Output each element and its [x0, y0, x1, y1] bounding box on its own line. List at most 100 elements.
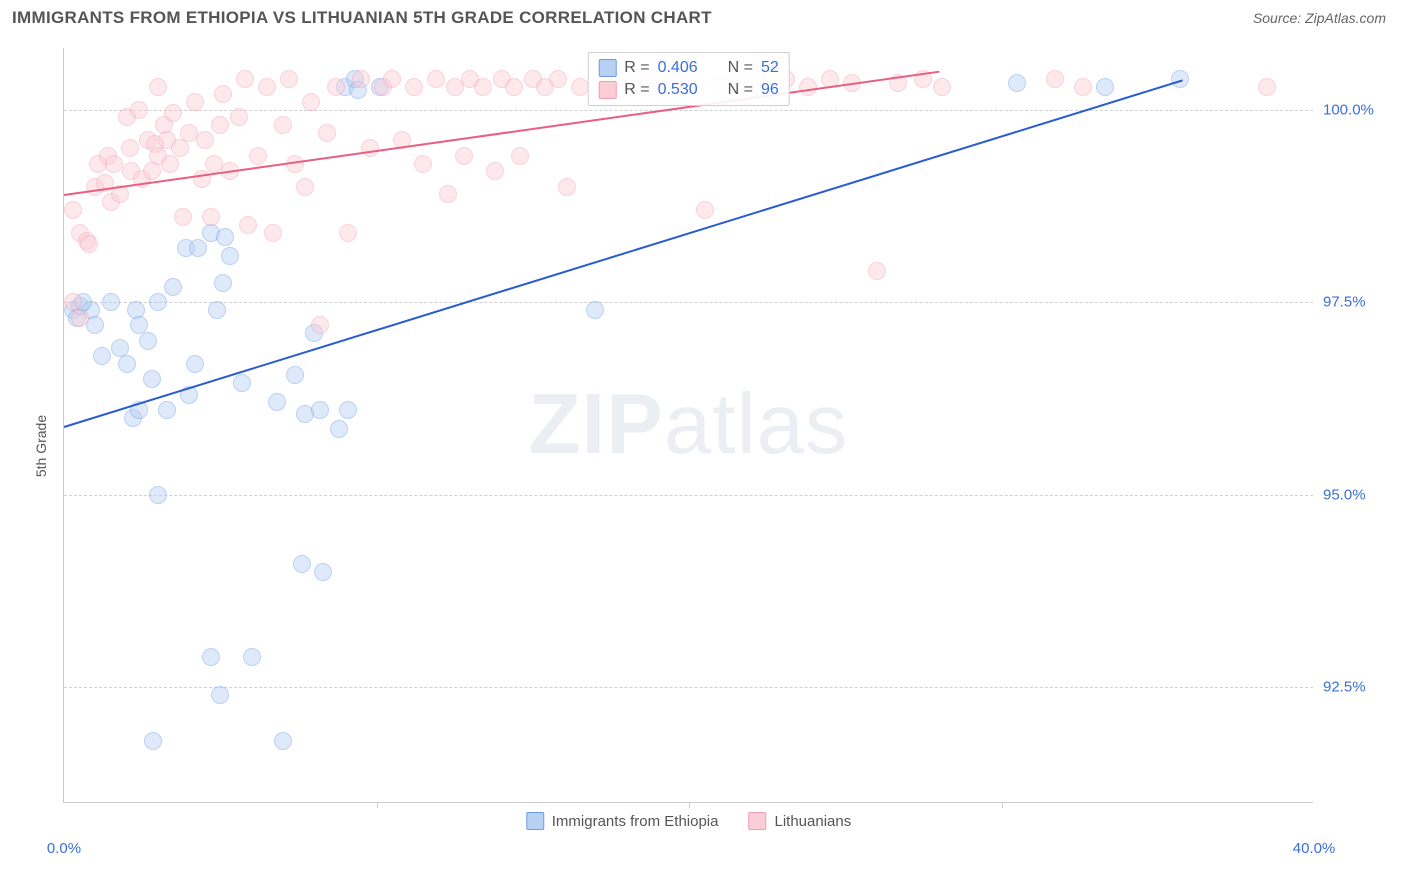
y-tick-label: 97.5%	[1323, 294, 1393, 311]
watermark: ZIPatlas	[529, 376, 849, 474]
scatter-point	[208, 301, 226, 319]
scatter-point	[505, 78, 523, 96]
scatter-point	[486, 162, 504, 180]
scatter-point	[174, 208, 192, 226]
scatter-point	[549, 70, 567, 88]
scatter-point	[280, 70, 298, 88]
y-tick-label: 100.0%	[1323, 101, 1393, 118]
scatter-point	[339, 224, 357, 242]
scatter-point	[221, 247, 239, 265]
scatter-point	[164, 278, 182, 296]
watermark-atlas: atlas	[664, 377, 849, 472]
legend-label: Lithuanians	[775, 813, 852, 830]
scatter-point	[311, 316, 329, 334]
scatter-point	[196, 131, 214, 149]
scatter-point	[130, 316, 148, 334]
chart-container: ZIPatlas 92.5%95.0%97.5%100.0%0.0%40.0%R…	[55, 40, 1395, 850]
scatter-point	[258, 78, 276, 96]
x-tick-label: 40.0%	[1293, 840, 1336, 857]
scatter-point	[216, 228, 234, 246]
scatter-point	[171, 139, 189, 157]
scatter-point	[1171, 70, 1189, 88]
scatter-point	[1074, 78, 1092, 96]
scatter-point	[186, 355, 204, 373]
scatter-point	[264, 224, 282, 242]
scatter-point	[102, 293, 120, 311]
legend-swatch	[598, 59, 616, 77]
y-tick-label: 95.0%	[1323, 486, 1393, 503]
scatter-point	[571, 78, 589, 96]
x-tick-mark	[689, 802, 690, 808]
scatter-point	[330, 420, 348, 438]
scatter-point	[274, 732, 292, 750]
scatter-point	[93, 347, 111, 365]
scatter-point	[71, 309, 89, 327]
scatter-point	[286, 366, 304, 384]
scatter-point	[202, 208, 220, 226]
scatter-point	[933, 78, 951, 96]
gridline-horizontal	[64, 110, 1313, 111]
scatter-point	[239, 216, 257, 234]
n-value: 96	[761, 81, 779, 99]
scatter-point	[293, 555, 311, 573]
gridline-horizontal	[64, 687, 1313, 688]
scatter-point	[139, 332, 157, 350]
scatter-point	[318, 124, 336, 142]
scatter-point	[1008, 74, 1026, 92]
scatter-point	[158, 401, 176, 419]
n-label: N =	[728, 59, 753, 77]
scatter-point	[1046, 70, 1064, 88]
scatter-point	[186, 93, 204, 111]
scatter-point	[339, 401, 357, 419]
scatter-point	[696, 201, 714, 219]
scatter-point	[511, 147, 529, 165]
x-tick-mark	[1002, 802, 1003, 808]
scatter-point	[311, 401, 329, 419]
r-value: 0.406	[658, 59, 698, 77]
legend-swatch	[749, 812, 767, 830]
x-tick-label: 0.0%	[47, 840, 81, 857]
scatter-point	[143, 370, 161, 388]
scatter-point	[427, 70, 445, 88]
r-label: R =	[624, 81, 649, 99]
scatter-point	[214, 274, 232, 292]
scatter-point	[455, 147, 473, 165]
scatter-point	[361, 139, 379, 157]
series-legend: Immigrants from Ethiopia Lithuanians	[526, 812, 851, 830]
y-axis-label: 5th Grade	[33, 415, 49, 477]
series-legend-item: Immigrants from Ethiopia	[526, 812, 719, 830]
scatter-point	[1096, 78, 1114, 96]
scatter-point	[799, 78, 817, 96]
correlation-legend-row: R = 0.530 N = 96	[598, 79, 779, 101]
source-attribution: Source: ZipAtlas.com	[1253, 10, 1386, 26]
y-tick-label: 92.5%	[1323, 679, 1393, 696]
scatter-point	[211, 116, 229, 134]
watermark-zip: ZIP	[529, 377, 664, 472]
scatter-point	[64, 201, 82, 219]
correlation-legend-row: R = 0.406N = 52	[598, 57, 779, 79]
plot-area: ZIPatlas 92.5%95.0%97.5%100.0%0.0%40.0%R…	[63, 48, 1313, 803]
x-tick-mark	[377, 802, 378, 808]
scatter-point	[161, 155, 179, 173]
r-value: 0.530	[658, 81, 698, 99]
gridline-horizontal	[64, 495, 1313, 496]
scatter-point	[327, 78, 345, 96]
scatter-point	[586, 301, 604, 319]
scatter-point	[414, 155, 432, 173]
scatter-point	[144, 732, 162, 750]
scatter-point	[868, 262, 886, 280]
chart-title: IMMIGRANTS FROM ETHIOPIA VS LITHUANIAN 5…	[12, 8, 712, 28]
scatter-point	[383, 70, 401, 88]
legend-label: Immigrants from Ethiopia	[552, 813, 719, 830]
series-legend-item: Lithuanians	[749, 812, 852, 830]
scatter-point	[352, 70, 370, 88]
scatter-point	[558, 178, 576, 196]
scatter-point	[296, 178, 314, 196]
scatter-point	[274, 116, 292, 134]
scatter-point	[164, 104, 182, 122]
n-label: N =	[728, 81, 753, 99]
gridline-horizontal	[64, 302, 1313, 303]
scatter-point	[105, 155, 123, 173]
scatter-point	[118, 355, 136, 373]
scatter-point	[302, 93, 320, 111]
